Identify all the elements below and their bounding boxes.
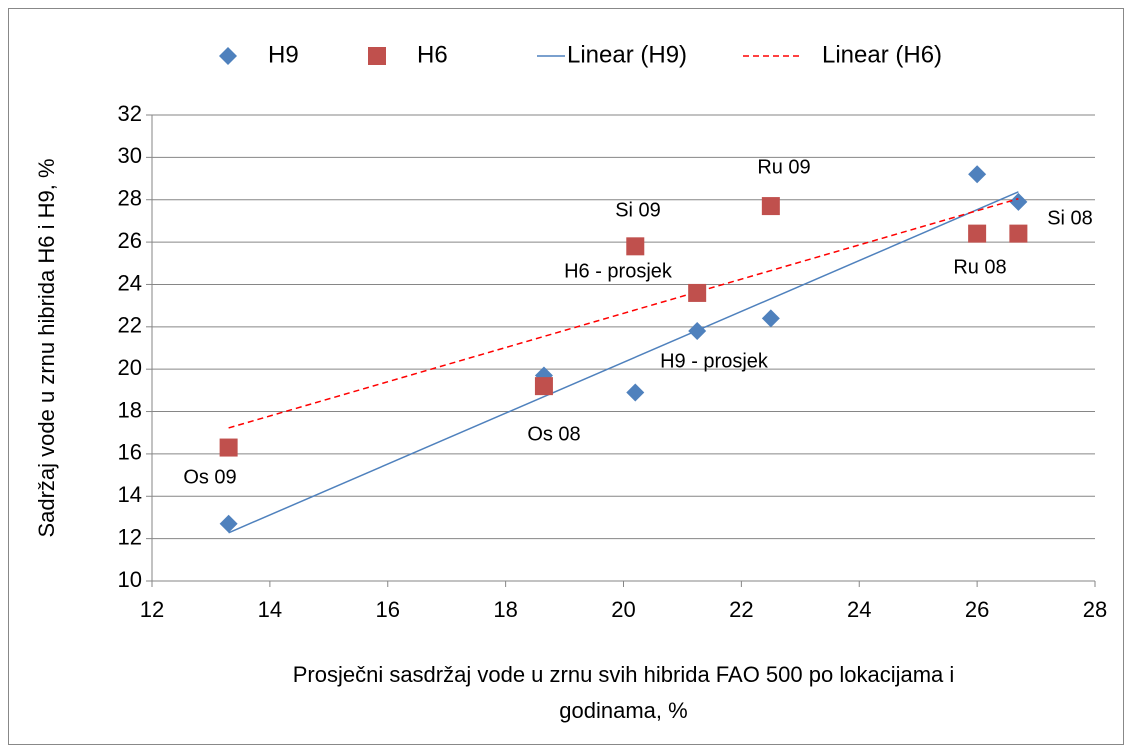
legend-marker	[219, 47, 237, 65]
point	[626, 383, 645, 402]
point	[626, 237, 645, 256]
point	[534, 377, 553, 396]
y-tick-label: 22	[118, 313, 142, 338]
y-tick-label: 18	[118, 397, 142, 422]
legend-label: H9	[268, 41, 299, 68]
point	[968, 165, 987, 184]
y-tick-label: 20	[118, 355, 142, 380]
y-tick-label: 26	[118, 228, 142, 253]
annotation: Si 08	[1047, 207, 1093, 229]
legend-label: Linear (H6)	[822, 41, 942, 68]
y-tick-label: 24	[118, 270, 142, 295]
x-axis-label: Prosječni sasdržaj vode u zrnu svih hibr…	[293, 662, 955, 687]
y-tick-label: 10	[118, 567, 142, 592]
x-tick-label: 16	[376, 597, 400, 622]
annotation: Os 09	[183, 466, 236, 488]
point	[761, 197, 780, 216]
x-axis-label: godinama, %	[559, 698, 687, 723]
x-tick-label: 28	[1083, 597, 1107, 622]
x-tick-label: 12	[140, 597, 164, 622]
x-tick-label: 24	[847, 597, 871, 622]
annotation: Ru 09	[757, 156, 810, 178]
x-tick-label: 26	[965, 597, 989, 622]
point	[968, 224, 987, 243]
y-axis-label: Sadržaj vode u zrnu hibrida H6 i H9, %	[34, 158, 59, 537]
annotation: Os 08	[527, 423, 580, 445]
x-tick-label: 14	[258, 597, 282, 622]
chart-border	[8, 8, 1124, 745]
annotation: H6 - prosjek	[564, 260, 673, 282]
y-tick-label: 16	[118, 440, 142, 465]
x-tick-label: 20	[611, 597, 635, 622]
annotation: Ru 08	[953, 256, 1006, 278]
point	[1009, 192, 1028, 211]
y-tick-label: 12	[118, 524, 142, 549]
point	[688, 283, 707, 302]
point	[1009, 224, 1028, 243]
y-tick-label: 14	[118, 482, 142, 507]
legend-label: Linear (H9)	[567, 41, 687, 68]
annotation: H9 - prosjek	[660, 350, 769, 372]
point	[219, 514, 238, 533]
point	[688, 322, 707, 341]
x-tick-label: 22	[729, 597, 753, 622]
x-tick-label: 18	[493, 597, 517, 622]
trendline	[228, 198, 1019, 429]
y-tick-label: 28	[118, 186, 142, 211]
legend-marker	[368, 47, 386, 65]
point	[761, 309, 780, 328]
y-tick-label: 32	[118, 101, 142, 126]
trendline	[228, 191, 1019, 534]
legend-label: H6	[417, 41, 448, 68]
y-tick-label: 30	[118, 143, 142, 168]
annotation: Si 09	[615, 199, 661, 221]
point	[219, 438, 238, 457]
